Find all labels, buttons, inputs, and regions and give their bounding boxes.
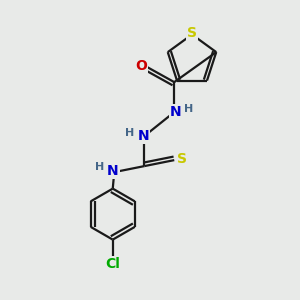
Text: S: S bbox=[187, 26, 197, 40]
Text: Cl: Cl bbox=[105, 256, 120, 271]
Text: H: H bbox=[125, 128, 134, 137]
Text: N: N bbox=[137, 129, 149, 143]
Text: O: O bbox=[135, 58, 147, 73]
Text: H: H bbox=[95, 162, 104, 172]
Text: N: N bbox=[170, 105, 182, 119]
Text: H: H bbox=[184, 103, 193, 113]
Text: N: N bbox=[107, 164, 118, 178]
Text: S: S bbox=[177, 152, 187, 166]
